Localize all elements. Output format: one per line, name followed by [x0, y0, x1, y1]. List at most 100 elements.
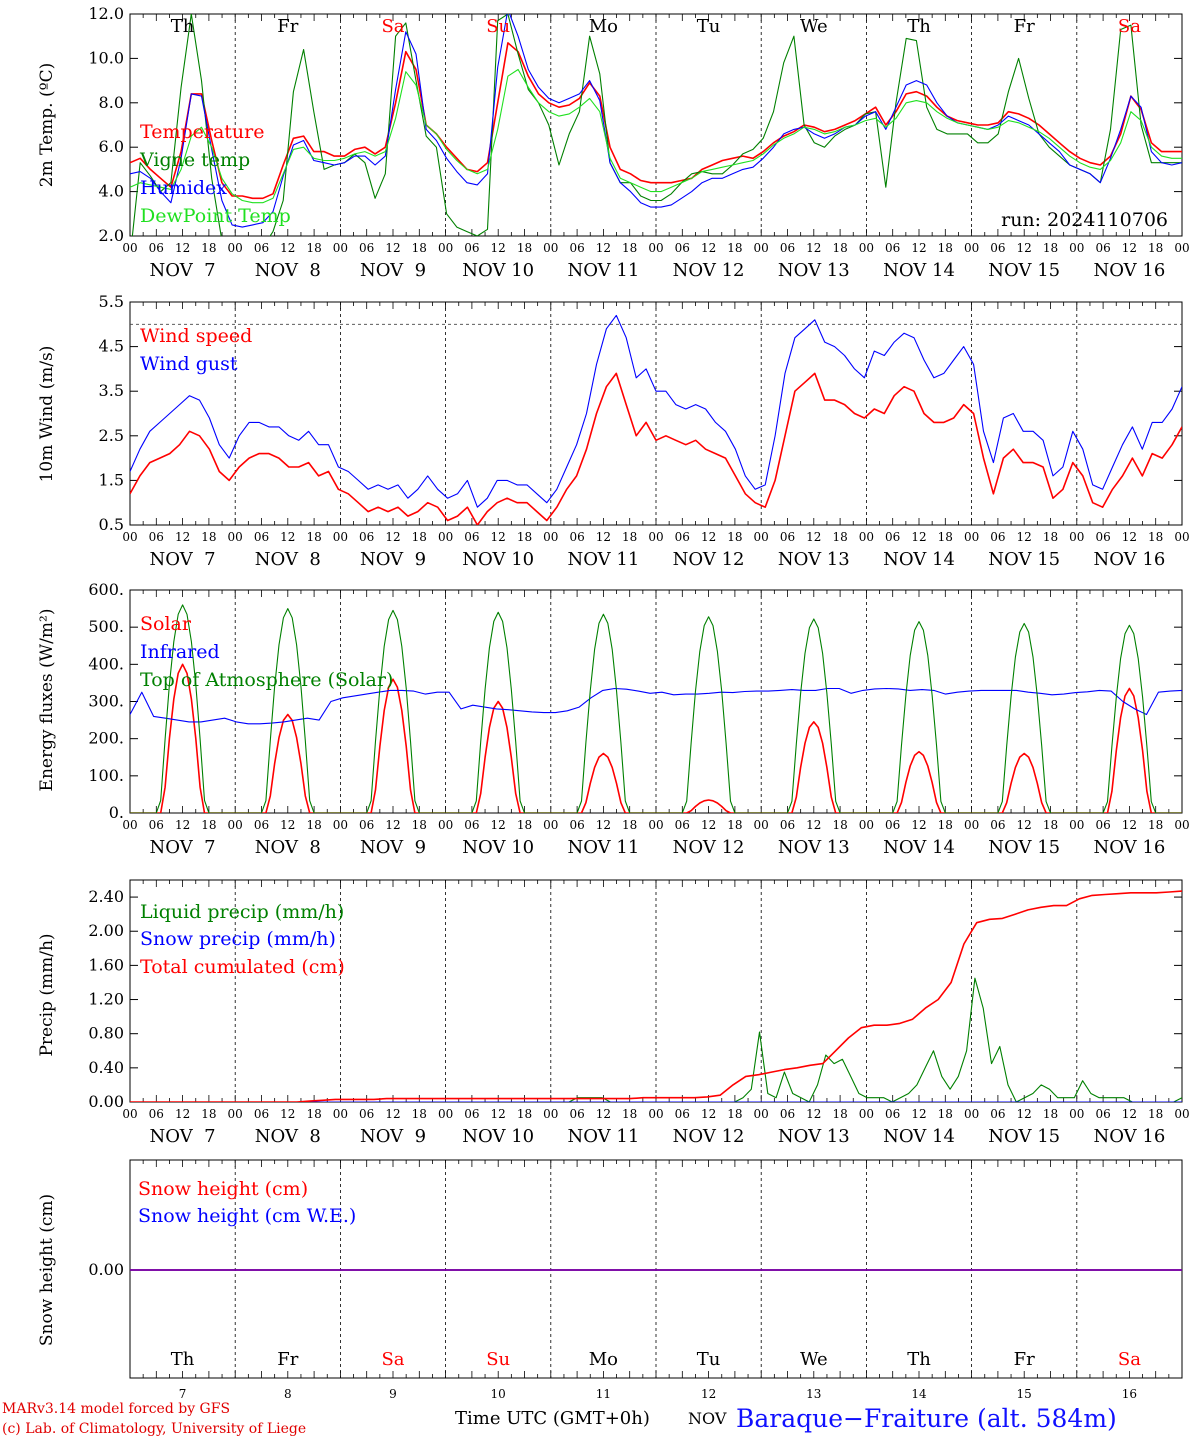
hour-tick-label: 12 [911, 1107, 926, 1121]
hour-tick-label: 18 [201, 530, 216, 544]
date-label: NOV 7 [150, 260, 216, 281]
hour-tick-label: 12 [1017, 1107, 1032, 1121]
hour-tick-label: 06 [254, 1107, 269, 1121]
y-tick-label: 3.5 [99, 381, 124, 400]
hour-tick-label: 12 [806, 818, 821, 832]
day-label: Tu [697, 1349, 721, 1370]
legend-entry: Snow precip (mm/h) [140, 928, 336, 950]
date-label: NOV 12 [673, 837, 745, 858]
hour-tick-label: 12 [596, 818, 611, 832]
hour-tick-label: 06 [254, 241, 269, 255]
y-tick-label: 0.5 [99, 515, 124, 534]
series-line-infrared [130, 687, 1182, 725]
day-label: Th [171, 16, 195, 37]
hour-tick-label: 06 [464, 1107, 479, 1121]
hour-tick-label: 00 [543, 241, 558, 255]
series-group [130, 890, 1182, 1102]
hour-tick-label: 00 [333, 530, 348, 544]
hour-tick-label: 18 [1043, 1107, 1058, 1121]
y-tick-label: 2.5 [99, 426, 124, 445]
series-group [130, 314, 1182, 525]
hour-tick-label: 12 [175, 241, 190, 255]
hour-tick-label: 12 [911, 818, 926, 832]
hour-tick-label: 00 [859, 1107, 874, 1121]
y-tick-label: 10.0 [88, 48, 124, 67]
run-annotation: run: 2024110706 [1001, 209, 1168, 231]
y-tick-label: 1.5 [99, 470, 124, 489]
hour-tick-label: 18 [832, 530, 847, 544]
hour-tick-label: 12 [175, 530, 190, 544]
hour-tick-label: 00 [964, 530, 979, 544]
day-number: 11 [596, 1387, 611, 1401]
date-label: NOV 9 [360, 549, 426, 570]
hour-tick-label: 06 [464, 818, 479, 832]
series-line-wind-speed [130, 372, 1182, 525]
hour-tick-label: 00 [1174, 1107, 1189, 1121]
day-label: Sa [1118, 16, 1141, 37]
hour-tick-label: 18 [622, 1107, 637, 1121]
hour-tick-label: 00 [438, 1107, 453, 1121]
date-label: NOV 15 [988, 837, 1060, 858]
hour-tick-label: 06 [464, 241, 479, 255]
hour-tick-label: 18 [412, 241, 427, 255]
date-label: NOV 12 [673, 260, 745, 281]
hour-tick-label: 06 [359, 241, 374, 255]
hour-tick-label: 00 [648, 818, 663, 832]
day-number: 8 [284, 1387, 292, 1401]
day-label: Fr [277, 1349, 298, 1370]
hour-tick-label: 18 [727, 1107, 742, 1121]
panel-5: 0.00 Snow height (cm) Snow height (cm) Snow… [37, 1159, 1183, 1401]
hour-tick-label: 18 [306, 1107, 321, 1121]
hour-tick-label: 06 [1095, 241, 1110, 255]
date-label: NOV 9 [360, 837, 426, 858]
hour-tick-label: 18 [938, 241, 953, 255]
date-label: NOV 11 [567, 1126, 639, 1147]
hour-tick-label: 06 [675, 241, 690, 255]
hour-tick-label: 00 [964, 1107, 979, 1121]
hour-tick-label: 18 [938, 530, 953, 544]
date-label: NOV 15 [988, 1126, 1060, 1147]
hour-tick-label: 00 [964, 241, 979, 255]
hour-tick-label: 12 [701, 1107, 716, 1121]
hour-tick-label: 18 [412, 530, 427, 544]
hour-tick-label: 00 [438, 530, 453, 544]
footer-line-2: (c) Lab. of Climatology, University of L… [2, 1421, 306, 1437]
series-line-wind-gust [130, 314, 1182, 508]
hour-tick-label: 00 [228, 241, 243, 255]
hour-tick-label: 12 [1017, 818, 1032, 832]
hour-tick-label: 18 [306, 530, 321, 544]
x-axis-label: Time UTC (GMT+0h) [455, 1408, 650, 1429]
hour-tick-label: 12 [596, 1107, 611, 1121]
legend-entry: Vigne temp [139, 149, 250, 171]
hour-tick-label: 00 [122, 1107, 137, 1121]
date-label: NOV 15 [988, 260, 1060, 281]
hour-tick-label: 00 [648, 530, 663, 544]
hour-tick-label: 00 [1174, 241, 1189, 255]
hour-tick-label: 06 [990, 530, 1005, 544]
hour-tick-label: 00 [754, 241, 769, 255]
day-label: Th [171, 1349, 195, 1370]
hour-tick-label: 00 [1174, 530, 1189, 544]
hour-tick-label: 18 [1148, 1107, 1163, 1121]
hour-tick-label: 18 [412, 1107, 427, 1121]
hour-tick-label: 06 [990, 241, 1005, 255]
hour-tick-label: 06 [569, 241, 584, 255]
y-tick-label: 6.0 [99, 137, 124, 156]
hour-tick-label: 00 [122, 530, 137, 544]
day-label: Fr [1014, 1349, 1035, 1370]
hour-tick-label: 06 [675, 1107, 690, 1121]
hour-tick-label: 12 [1122, 1107, 1137, 1121]
hour-tick-label: 00 [859, 818, 874, 832]
date-label: NOV 10 [462, 1126, 534, 1147]
hour-tick-label: 12 [280, 818, 295, 832]
x-axis-month: NOV [688, 1409, 727, 1428]
y-tick-label: 0.80 [88, 1024, 124, 1043]
hour-tick-label: 00 [964, 818, 979, 832]
day-label: Su [486, 16, 510, 37]
hour-tick-label: 00 [1069, 1107, 1084, 1121]
y-tick-label: 2.00 [88, 921, 124, 940]
day-label: Sa [1118, 1349, 1141, 1370]
hour-tick-label: 18 [1148, 818, 1163, 832]
series-line-total-cumulated-cm- [130, 890, 1182, 1102]
hour-tick-label: 18 [938, 818, 953, 832]
